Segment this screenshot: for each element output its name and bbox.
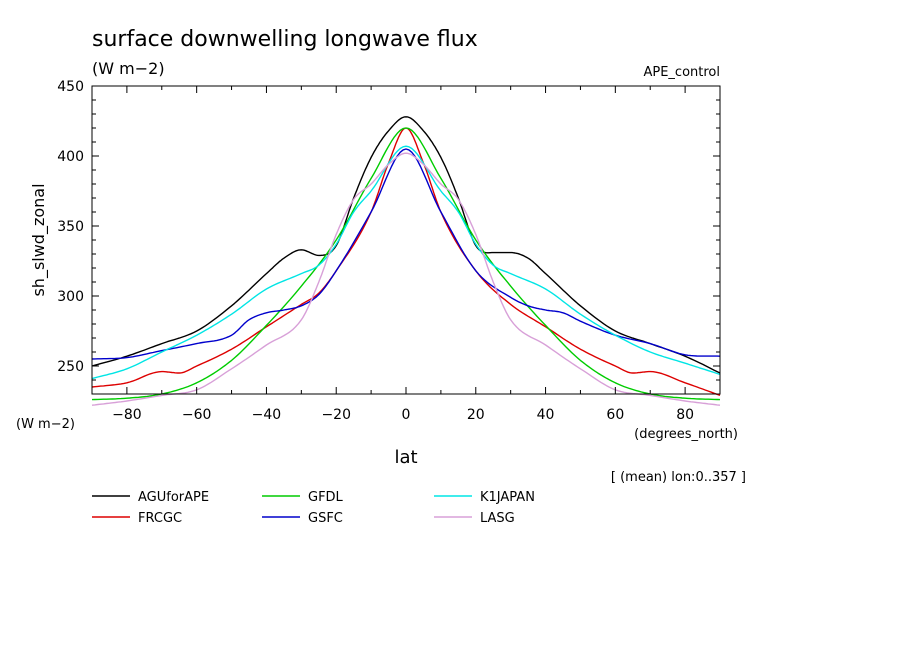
chart-title: surface downwelling longwave flux bbox=[92, 27, 478, 52]
axes: −80 −60 −40 −20 0 20 40 60 80 250 300 350 400 450 bbox=[57, 79, 721, 423]
x-tick-label: −60 bbox=[182, 407, 212, 423]
legend-label-aguforape: AGUforAPE bbox=[138, 490, 209, 505]
chart-units: (W m−2) bbox=[92, 59, 165, 78]
series-line-gfdl bbox=[91, 127, 721, 401]
y-tick-label: 250 bbox=[57, 359, 84, 375]
x-tick-label: −20 bbox=[321, 407, 351, 423]
legend: AGUforAPE FRCGC GFDL GSFC K1JAPAN LASG bbox=[92, 490, 535, 526]
legend-label-frcgc: FRCGC bbox=[138, 511, 182, 526]
series-line-k1japan bbox=[91, 145, 721, 380]
data-lines bbox=[91, 116, 721, 406]
x-axis-units: (degrees_north) bbox=[634, 427, 738, 442]
series-line-lasg bbox=[91, 152, 721, 406]
plot-frame bbox=[91, 85, 721, 395]
x-tick-label: 80 bbox=[676, 407, 694, 423]
series-line-gsfc bbox=[91, 148, 721, 360]
x-tick-label: −80 bbox=[112, 407, 142, 423]
series-line-frcgc bbox=[91, 127, 721, 397]
x-tick-label: 60 bbox=[606, 407, 624, 423]
y-tick-label: 350 bbox=[57, 219, 84, 235]
x-tick-label: 0 bbox=[402, 407, 411, 423]
mean-note: [ (mean) lon:0..357 ] bbox=[611, 470, 746, 485]
legend-label-gsfc: GSFC bbox=[308, 511, 343, 526]
series-line-aguforape bbox=[91, 116, 721, 374]
y-tick-label: 300 bbox=[57, 289, 84, 305]
x-tick-label: −40 bbox=[252, 407, 282, 423]
x-tick-label: 40 bbox=[537, 407, 555, 423]
x-axis-label: lat bbox=[394, 447, 417, 468]
y-tick-label: 450 bbox=[57, 79, 84, 95]
y-tick-label: 400 bbox=[57, 149, 84, 165]
legend-label-gfdl: GFDL bbox=[308, 490, 344, 505]
experiment-label: APE_control bbox=[643, 65, 720, 80]
legend-label-lasg: LASG bbox=[480, 511, 515, 526]
legend-label-k1japan: K1JAPAN bbox=[480, 490, 535, 505]
y-axis-units: (W m−2) bbox=[16, 417, 75, 432]
x-tick-label: 20 bbox=[467, 407, 485, 423]
y-axis-label: sh_slwd_zonal bbox=[29, 183, 49, 296]
